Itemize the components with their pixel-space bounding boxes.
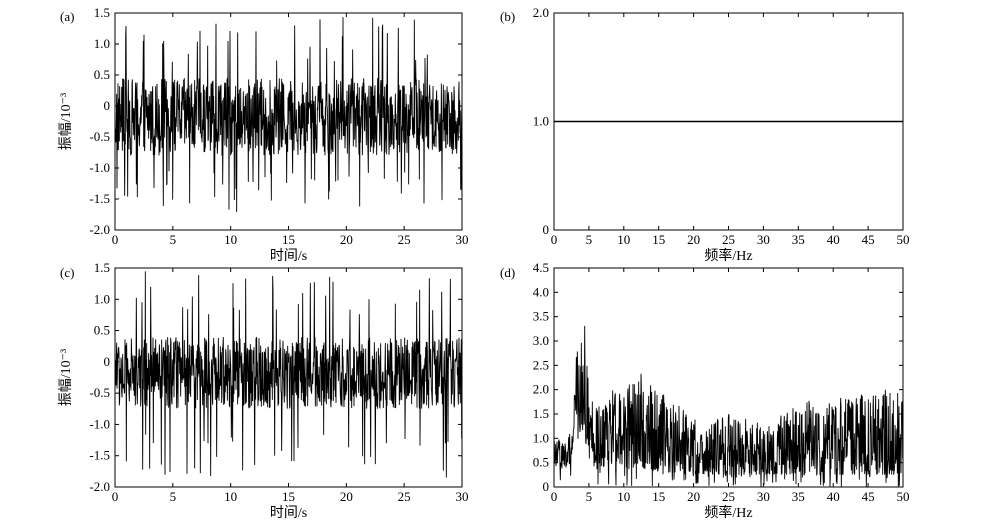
y-axis-label: 振幅/10⁻³ xyxy=(58,349,74,406)
x-axis-label: 频率/Hz xyxy=(704,504,752,521)
y-tick-label: -0.5 xyxy=(89,129,110,144)
y-tick-label: -2.0 xyxy=(89,479,110,494)
y-tick-label: 1.0 xyxy=(533,430,549,445)
x-tick-label: 15 xyxy=(282,489,295,504)
x-tick-label: 50 xyxy=(897,232,910,247)
x-tick-label: 30 xyxy=(757,489,770,504)
x-tick-label: 0 xyxy=(551,489,558,504)
x-tick-label: 0 xyxy=(551,232,558,247)
x-tick-label: 25 xyxy=(722,489,735,504)
y-tick-label: 2.0 xyxy=(533,5,549,20)
y-tick-label: -1.0 xyxy=(89,416,110,431)
x-tick-label: 0 xyxy=(112,232,119,247)
y-tick-label: -0.5 xyxy=(89,385,110,400)
x-tick-label: 40 xyxy=(827,232,840,247)
y-tick-label: 0 xyxy=(104,354,111,369)
y-tick-label: 2.5 xyxy=(533,357,549,372)
y-tick-label: -2.0 xyxy=(89,222,110,237)
x-tick-label: 10 xyxy=(617,489,630,504)
y-tick-label: 3.0 xyxy=(533,333,549,348)
panel-d: 0 5 10 15 20 25 30 35 40 45 50 0 0.5 1.0 1.5 2.0 2.5 3.0 3… xyxy=(500,260,910,521)
x-tick-label: 25 xyxy=(722,232,735,247)
x-tick-label: 35 xyxy=(792,489,805,504)
series-line xyxy=(115,17,462,213)
x-tick-label: 20 xyxy=(340,232,353,247)
panel-letter: (d) xyxy=(500,265,515,280)
y-tick-label: 4.0 xyxy=(533,284,549,299)
panel-letter: (c) xyxy=(60,265,74,280)
y-tick-label: 1.0 xyxy=(94,36,110,51)
x-tick-label: 5 xyxy=(586,232,593,247)
panel-a: 0 5 10 15 20 25 30 -2.0 -1.5 -1.0 -0.5 0 0.5 1.0 1.5 时间… xyxy=(58,5,469,264)
y-tick-label: 0 xyxy=(104,98,111,113)
y-tick-label: 0 xyxy=(543,222,550,237)
x-tick-label: 15 xyxy=(652,489,665,504)
x-tick-label: 20 xyxy=(340,489,353,504)
x-tick-label: 20 xyxy=(687,489,700,504)
y-tick-label: -1.5 xyxy=(89,448,110,463)
x-tick-label: 40 xyxy=(827,489,840,504)
x-tick-label: 20 xyxy=(687,232,700,247)
x-tick-label: 10 xyxy=(224,489,237,504)
y-tick-label: 1.0 xyxy=(533,114,549,129)
x-tick-label: 10 xyxy=(617,232,630,247)
x-tick-label: 50 xyxy=(897,489,910,504)
y-tick-label: -1.0 xyxy=(89,160,110,175)
y-tick-label: 3.5 xyxy=(533,309,549,324)
series-line xyxy=(115,271,462,478)
y-tick-label: 1.5 xyxy=(94,260,110,275)
y-tick-label: -1.5 xyxy=(89,191,110,206)
y-tick-label: 4.5 xyxy=(533,260,549,275)
y-tick-label: 1.5 xyxy=(533,406,549,421)
plot-area xyxy=(115,271,462,478)
x-tick-label: 5 xyxy=(170,489,177,504)
plot-area xyxy=(115,17,462,213)
x-tick-label: 25 xyxy=(398,489,411,504)
y-tick-label: 0.5 xyxy=(94,323,110,338)
series-line xyxy=(554,325,903,487)
x-tick-label: 5 xyxy=(170,232,177,247)
x-tick-label: 5 xyxy=(586,489,593,504)
y-tick-label: 0.5 xyxy=(533,455,549,470)
x-tick-label: 15 xyxy=(652,232,665,247)
x-axis-label: 频率/Hz xyxy=(704,247,752,264)
x-tick-label: 30 xyxy=(757,232,770,247)
panel-letter: (a) xyxy=(60,9,74,24)
panel-c: 0 5 10 15 20 25 30 -2.0 -1.5 -1.0 -0.5 0 0.5 1.0 1.5 时间… xyxy=(58,260,469,521)
x-axis-label: 时间/s xyxy=(270,505,307,521)
panel-letter: (b) xyxy=(500,9,515,24)
y-tick-label: 2.0 xyxy=(533,382,549,397)
x-tick-label: 35 xyxy=(792,232,805,247)
plot-area xyxy=(554,325,903,487)
x-tick-label: 45 xyxy=(862,489,875,504)
x-tick-label: 25 xyxy=(398,232,411,247)
x-tick-label: 30 xyxy=(456,489,469,504)
y-tick-label: 1.5 xyxy=(94,5,110,20)
y-tick-label: 0 xyxy=(543,479,550,494)
x-axis-label: 时间/s xyxy=(270,248,307,264)
y-tick-label: 0.5 xyxy=(94,67,110,82)
y-axis-label: 振幅/10⁻³ xyxy=(58,93,74,150)
x-tick-label: 10 xyxy=(224,232,237,247)
x-tick-label: 15 xyxy=(282,232,295,247)
x-tick-label: 45 xyxy=(862,232,875,247)
panel-b: 0 5 10 15 20 25 30 35 40 45 50 0 1.0 2.0 频率/Hz (b) xyxy=(500,5,910,264)
x-tick-label: 30 xyxy=(456,232,469,247)
x-tick-label: 0 xyxy=(112,489,119,504)
y-tick-label: 1.0 xyxy=(94,291,110,306)
